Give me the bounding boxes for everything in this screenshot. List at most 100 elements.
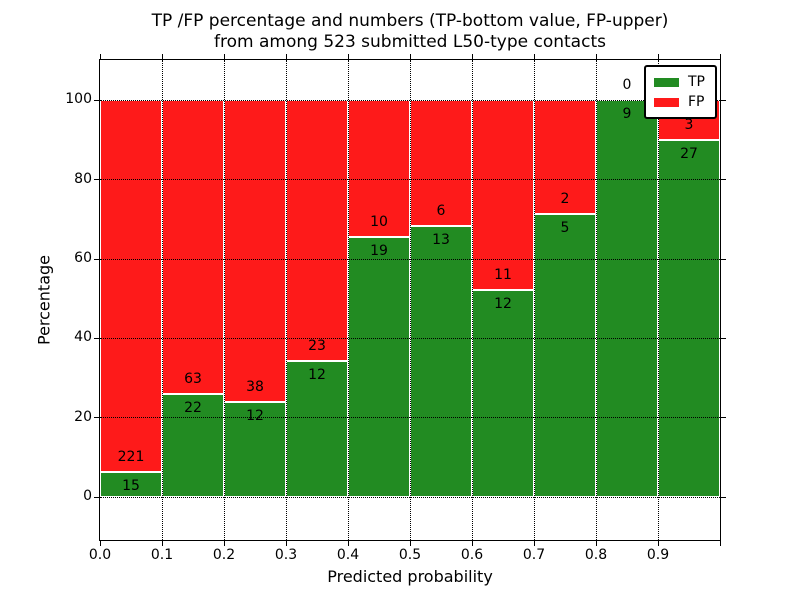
tp-count-label: 19 <box>370 243 388 260</box>
gridline-vertical <box>533 60 535 540</box>
bar-segment-tp-0.5-0.6 <box>410 225 472 498</box>
gridline-horizontal <box>100 417 720 419</box>
y-tick-label: 60 <box>74 250 92 267</box>
tp-count-label: 27 <box>680 146 698 163</box>
bar-segment-tp-0.1-0.2 <box>162 394 224 498</box>
tp-count-label: 13 <box>432 231 450 248</box>
tp-count-label: 22 <box>184 400 202 417</box>
bar-segment-fp-0.1-0.2 <box>162 100 224 395</box>
bar-segment-tp-0.9-1.0 <box>658 140 720 498</box>
fp-count-label: 23 <box>308 338 326 355</box>
y-axis-tick-right <box>721 99 726 101</box>
bar-segment-fp-0.3-0.4 <box>286 100 348 362</box>
bar-segment-fp-0.2-0.3 <box>224 100 286 402</box>
x-axis-tick-top <box>409 54 411 59</box>
tp-count-label: 12 <box>308 367 326 384</box>
fp-count-label: 11 <box>494 267 512 284</box>
x-axis-tick-top <box>471 54 473 59</box>
y-axis-tick-right <box>721 179 726 181</box>
fp-legend-label: FP <box>688 94 705 110</box>
y-tick-label: 40 <box>74 329 92 346</box>
x-axis-tick <box>657 541 659 546</box>
chart-title-line1: TP /FP percentage and numbers (TP-bottom… <box>151 11 669 31</box>
tp-count-label: 12 <box>246 407 264 424</box>
x-axis-tick <box>223 541 225 546</box>
gridline-vertical <box>161 60 163 540</box>
y-axis-tick-right <box>721 337 726 339</box>
x-axis-tick-top <box>657 54 659 59</box>
x-axis-tick-top <box>285 54 287 59</box>
legend-item-tp: TP <box>654 72 705 92</box>
x-tick-label: 0.5 <box>398 547 422 563</box>
legend-item-fp: FP <box>654 92 705 112</box>
gridline-vertical <box>471 60 473 540</box>
fp-legend-swatch <box>654 97 679 107</box>
x-tick-label: 0.1 <box>150 547 174 563</box>
x-axis-tick <box>409 541 411 546</box>
gridline-vertical <box>409 60 411 540</box>
tp-legend-label: TP <box>688 74 705 90</box>
bar-segment-tp-0.8-0.9 <box>596 100 658 498</box>
gridline-horizontal <box>100 496 720 498</box>
tp-count-label: 15 <box>122 477 140 494</box>
y-tick-label: 100 <box>65 91 92 108</box>
y-axis-tick <box>94 337 99 339</box>
fp-count-label: 10 <box>370 214 388 231</box>
gridline-vertical <box>347 60 349 540</box>
y-tick-label: 20 <box>74 408 92 425</box>
x-tick-label: 0.2 <box>212 547 236 563</box>
x-axis-tick <box>533 541 535 546</box>
chart-title-line2: from among 523 submitted L50-type contac… <box>214 32 606 52</box>
x-tick-label: 0.6 <box>460 547 484 563</box>
fp-count-label: 63 <box>184 371 202 388</box>
x-axis-tick <box>595 541 597 546</box>
fp-count-label: 3 <box>684 117 694 134</box>
gridline-horizontal <box>100 179 720 181</box>
x-tick-label: 0.4 <box>336 547 360 563</box>
x-axis-tick <box>99 541 101 546</box>
bar-segment-tp-0.6-0.7 <box>472 290 534 498</box>
bar-segment-fp-0.4-0.5 <box>348 100 410 238</box>
x-axis-tick <box>285 541 287 546</box>
y-axis-tick-right <box>721 417 726 419</box>
tp-count-label: 12 <box>494 296 512 313</box>
x-axis-tick <box>471 541 473 546</box>
x-axis-tick <box>347 541 349 546</box>
x-axis-tick-top <box>223 54 225 59</box>
y-axis-tick-right <box>721 258 726 260</box>
fp-count-label: 38 <box>246 378 264 395</box>
tp-count-label: 9 <box>622 106 632 123</box>
x-axis-tick-top <box>347 54 349 59</box>
fp-count-label: 2 <box>560 190 570 207</box>
y-axis-tick-right <box>721 496 726 498</box>
x-axis-tick-top <box>595 54 597 59</box>
y-axis-tick <box>94 179 99 181</box>
x-axis-label: Predicted probability <box>327 567 493 586</box>
x-tick-label: 0.7 <box>522 547 546 563</box>
fp-count-label: 221 <box>117 448 145 465</box>
bar-segment-tp-0.0-0.1 <box>100 471 162 498</box>
gridline-vertical <box>223 60 225 540</box>
plot-area: TP FP 221 15 63 22 38 12 23 12 10 19 6 13 11 12 2 5 0 9 3 2… <box>99 59 721 541</box>
gridline-horizontal <box>100 99 720 101</box>
x-axis-tick-top <box>99 54 101 59</box>
y-axis-tick <box>94 417 99 419</box>
x-tick-label: 0.3 <box>274 547 298 563</box>
tp-legend-swatch <box>654 77 679 87</box>
bar-segment-fp-0.0-0.1 <box>100 100 162 472</box>
x-axis-tick-top <box>533 54 535 59</box>
x-tick-label: 0.9 <box>646 547 670 563</box>
bar-segment-fp-0.5-0.6 <box>410 100 472 226</box>
bar-segment-tp-0.4-0.5 <box>348 237 410 498</box>
legend: TP FP <box>644 65 717 119</box>
y-tick-label: 80 <box>74 170 92 187</box>
x-axis-tick-top <box>161 54 163 59</box>
fp-count-label: 0 <box>622 77 632 94</box>
chart-title: TP /FP percentage and numbers (TP-bottom… <box>100 11 720 53</box>
y-tick-label: 0 <box>83 488 92 505</box>
gridline-horizontal <box>100 258 720 260</box>
bar-segment-fp-0.6-0.7 <box>472 100 534 291</box>
y-axis-tick <box>94 99 99 101</box>
x-tick-label: 0.8 <box>584 547 608 563</box>
